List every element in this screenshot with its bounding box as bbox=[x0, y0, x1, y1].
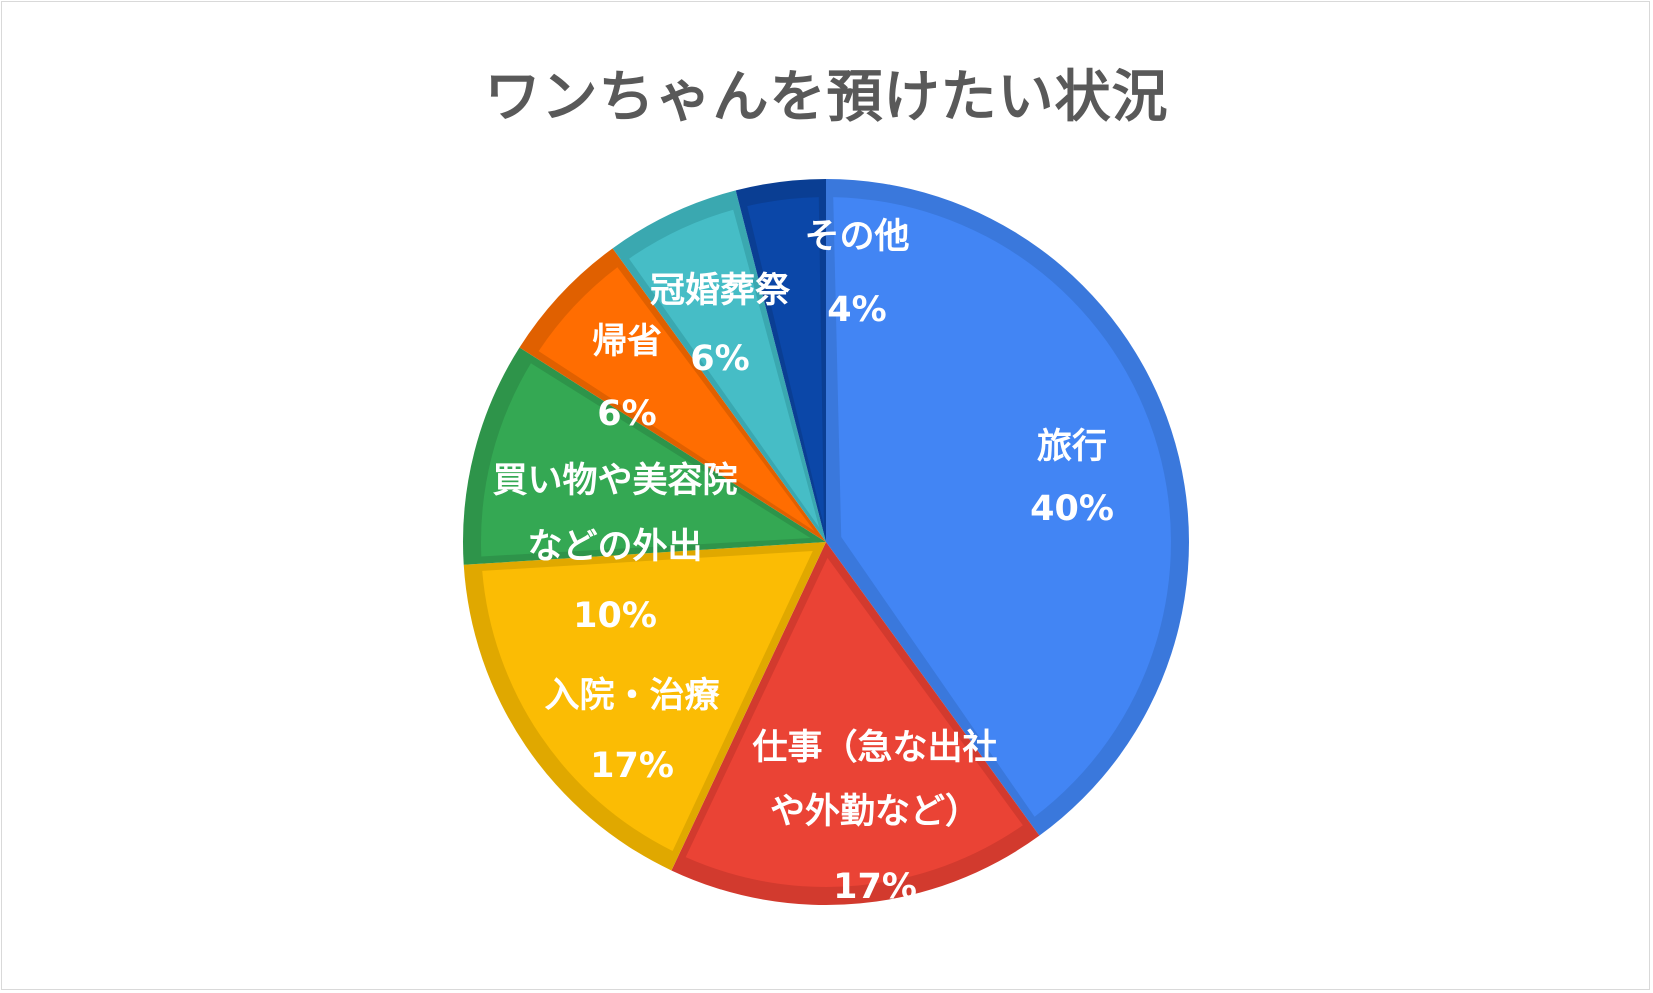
data-label-category: 旅行 bbox=[1037, 427, 1107, 467]
data-label-category: 仕事（急な出社 bbox=[752, 728, 997, 768]
data-label-category: 入院・治療 bbox=[544, 676, 719, 716]
pie-slice bbox=[747, 197, 824, 527]
data-label-category: などの外出 bbox=[527, 527, 702, 567]
pie-slice bbox=[480, 363, 811, 557]
pie-slice bbox=[685, 557, 1023, 887]
data-label-value: 40% bbox=[1030, 489, 1114, 529]
data-label-value: 10% bbox=[573, 596, 657, 636]
pie-slice bbox=[833, 197, 1171, 817]
data-label-category: や外勤など） bbox=[770, 792, 980, 832]
pie-slice bbox=[629, 209, 820, 528]
data-label-value: 4% bbox=[827, 290, 886, 330]
pie-slice bbox=[538, 267, 815, 532]
pie-slice bbox=[482, 550, 813, 852]
data-label-value: 6% bbox=[690, 339, 749, 379]
chart-title: ワンちゃんを預けたい状況 bbox=[484, 65, 1169, 130]
data-label-category: 帰省 bbox=[592, 322, 662, 362]
data-label-category: その他 bbox=[804, 217, 909, 257]
data-label-value: 17% bbox=[590, 746, 674, 786]
data-label-category: 冠婚葬祭 bbox=[650, 271, 791, 311]
data-label-category: 買い物や美容院 bbox=[492, 461, 737, 501]
data-label-value: 6% bbox=[597, 394, 656, 434]
data-label-value: 17% bbox=[833, 867, 917, 907]
pie-slices bbox=[463, 178, 1189, 905]
